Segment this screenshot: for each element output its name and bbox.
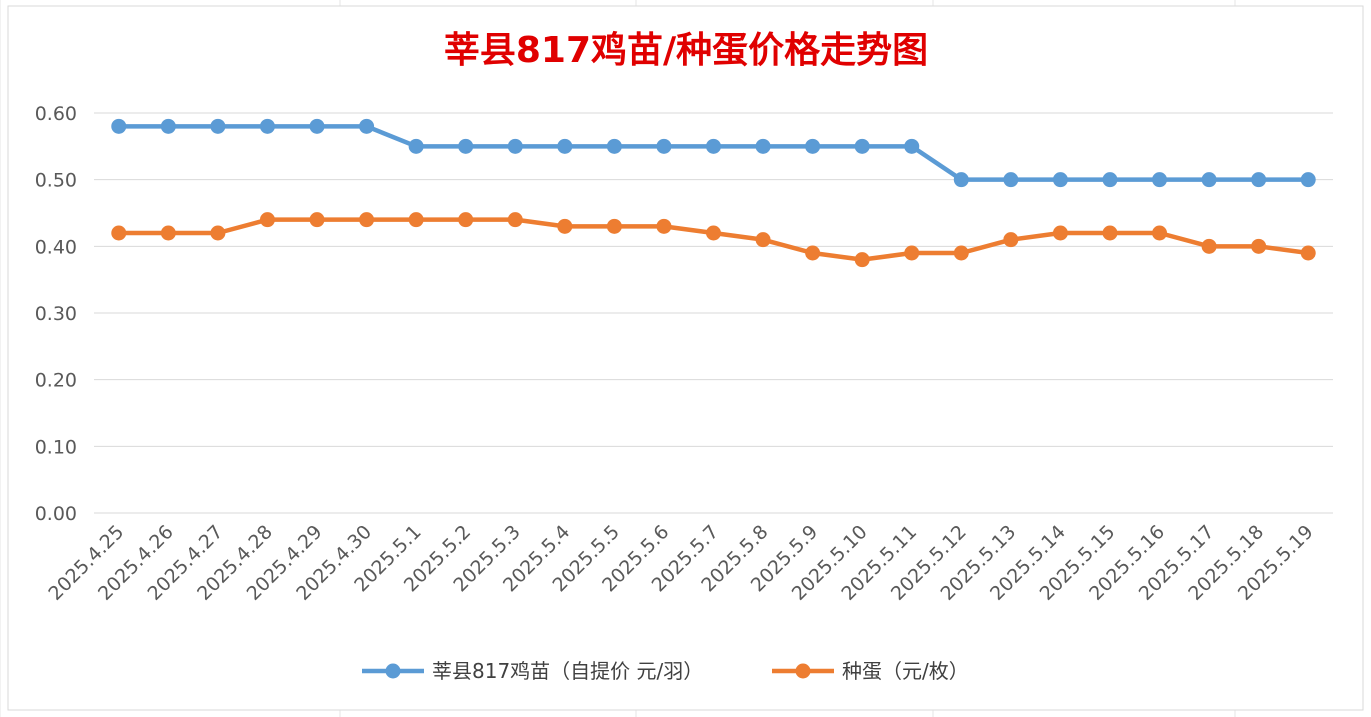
data-point	[1102, 172, 1118, 188]
data-point	[557, 218, 573, 234]
legend-marker	[795, 663, 811, 679]
legend-marker	[385, 663, 401, 679]
data-point	[606, 218, 622, 234]
series-2	[111, 212, 1316, 268]
data-point	[359, 212, 375, 228]
data-point	[904, 245, 920, 261]
data-point	[805, 245, 821, 261]
data-point	[1152, 225, 1168, 241]
y-tick-label: 0.30	[35, 303, 77, 325]
y-tick-label: 0.20	[35, 370, 77, 392]
legend-label: 莘县817鸡苗（自提价 元/羽）	[432, 659, 703, 683]
data-point	[1201, 238, 1217, 254]
legend-item: 种蛋（元/枚）	[772, 659, 969, 683]
data-point	[259, 118, 275, 134]
data-point	[606, 138, 622, 154]
data-point	[953, 172, 969, 188]
legend-item: 莘县817鸡苗（自提价 元/羽）	[362, 659, 703, 683]
data-point	[408, 138, 424, 154]
data-point	[1251, 172, 1267, 188]
data-point	[557, 138, 573, 154]
data-point	[210, 118, 226, 134]
data-point	[210, 225, 226, 241]
legend-label: 种蛋（元/枚）	[842, 659, 969, 683]
data-point	[706, 138, 721, 154]
data-point	[1052, 172, 1068, 188]
y-tick-label: 0.50	[35, 170, 77, 192]
data-point	[854, 252, 870, 268]
data-point	[160, 225, 176, 241]
data-point	[111, 118, 127, 134]
chart-area	[7, 5, 1364, 711]
series-1	[111, 118, 1316, 188]
data-point	[755, 138, 771, 154]
data-point	[706, 225, 721, 241]
data-point	[160, 118, 176, 134]
data-point	[309, 118, 325, 134]
data-point	[656, 218, 672, 234]
y-tick-label: 0.00	[35, 503, 77, 525]
data-point	[458, 138, 474, 154]
data-point	[408, 212, 424, 228]
legend: 莘县817鸡苗（自提价 元/羽） 种蛋（元/枚）	[362, 659, 969, 683]
data-point	[1201, 172, 1217, 188]
data-point	[1003, 172, 1019, 188]
y-tick-label: 0.60	[35, 103, 77, 125]
data-point	[904, 138, 920, 154]
y-tick-label: 0.10	[35, 436, 77, 458]
data-point	[359, 118, 375, 134]
data-point	[1251, 238, 1267, 254]
chart-title: 莘县817鸡苗/种蛋价格走势图	[444, 30, 928, 71]
data-point	[656, 138, 672, 154]
data-point	[458, 212, 474, 228]
data-point	[507, 138, 523, 154]
data-point	[755, 232, 771, 248]
data-point	[259, 212, 275, 228]
y-tick-label: 0.40	[35, 236, 77, 258]
data-point	[1300, 245, 1316, 261]
data-point	[1003, 232, 1019, 248]
y-axis-tick-labels: 0.00 0.10 0.20 0.30 0.40 0.50 0.60	[35, 103, 77, 525]
data-point	[111, 225, 127, 241]
data-point	[1300, 172, 1316, 188]
data-point	[1102, 225, 1118, 241]
series-layer	[111, 118, 1316, 268]
data-point	[507, 212, 523, 228]
data-point	[953, 245, 969, 261]
data-point	[1152, 172, 1168, 188]
data-point	[854, 138, 870, 154]
data-point	[309, 212, 325, 228]
data-point	[1052, 225, 1068, 241]
data-point	[805, 138, 821, 154]
